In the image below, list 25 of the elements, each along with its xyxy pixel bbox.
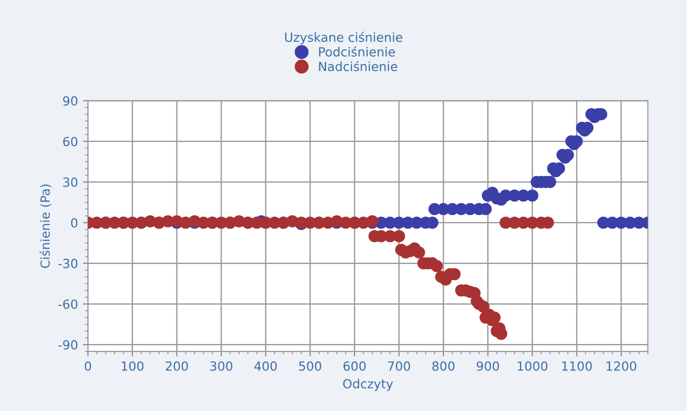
x-axis-title: Odczyty [343,378,393,391]
x-tick-label: 100 [122,361,144,371]
x-tick-label: 0 [84,361,92,371]
y-axis-title: Ciśnienie (Pa) [40,184,52,268]
y-tick-label: 0 [71,218,78,228]
x-tick-label: 300 [210,361,232,371]
x-tick-label: 200 [166,361,188,371]
y-tick-label: 60 [63,136,78,146]
x-tick-label: 800 [432,361,455,371]
legend-title: Uzyskane ciśnienie [285,32,402,44]
x-tick-label: 600 [344,361,366,371]
x-tick-label: 500 [299,361,322,371]
y-tick-label: 30 [63,177,78,187]
x-tick-label: 1200 [606,361,636,371]
x-tick-label: 1000 [518,361,548,371]
y-tick-label: -30 [58,258,78,268]
y-tick-label: 90 [63,96,78,106]
y-tick-label: -60 [58,299,78,309]
legend-label: Podciśnienie [319,46,395,57]
x-tick-label: 700 [388,361,410,371]
x-tick-label: 1100 [562,361,592,371]
y-tick-label: -90 [58,340,78,350]
legend-label: Nadciśnienie [319,60,398,72]
x-tick-label: 900 [476,361,499,371]
x-tick-label: 400 [254,361,277,371]
